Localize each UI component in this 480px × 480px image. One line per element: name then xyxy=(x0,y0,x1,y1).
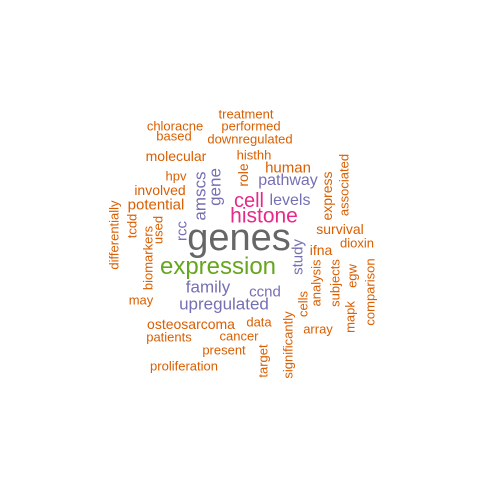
word-family: family xyxy=(185,277,231,297)
word-expression: expression xyxy=(159,253,277,280)
word-treatment: treatment xyxy=(218,106,274,122)
word-target: target xyxy=(255,344,271,378)
word-mapk: mapk xyxy=(342,301,358,333)
word-used: used xyxy=(150,215,166,245)
word-upregulated: upregulated xyxy=(179,294,269,314)
word-hpv: hpv xyxy=(165,168,187,184)
word-associated: associated xyxy=(336,153,352,217)
word-chloracne: chloracne xyxy=(146,118,204,134)
word-genes: genes xyxy=(187,217,291,259)
word-present: present xyxy=(202,342,246,358)
word-may: may xyxy=(128,292,154,308)
word-ccnd: ccnd xyxy=(249,283,281,301)
word-tcdd: tcdd xyxy=(124,213,140,239)
word-proliferation: proliferation xyxy=(150,358,218,374)
word-analysis: analysis xyxy=(308,259,324,307)
word-differentially: differentially xyxy=(106,200,122,270)
word-human: human xyxy=(265,159,311,177)
word-involved: involved xyxy=(134,182,186,198)
word-cells: cells xyxy=(295,290,311,318)
word-gene: gene xyxy=(205,168,225,206)
word-significantly: significantly xyxy=(280,311,296,379)
word-potential: potential xyxy=(127,196,185,214)
word-data: data xyxy=(246,314,272,330)
word-based: based xyxy=(156,128,192,144)
word-array: array xyxy=(303,321,333,337)
word-molecular: molecular xyxy=(145,148,207,164)
word-comparison: comparison xyxy=(362,258,378,326)
word-study: study xyxy=(289,239,307,275)
word-ifna: ifna xyxy=(309,242,333,258)
word-subjects: subjects xyxy=(327,259,343,307)
word-role: role xyxy=(235,163,251,187)
word-rcc: rcc xyxy=(173,221,191,241)
word-osteosarcoma: osteosarcoma xyxy=(147,316,235,332)
word-cancer: cancer xyxy=(219,328,259,344)
word-patients: patients xyxy=(146,329,192,345)
word-histhh: histhh xyxy=(236,147,272,163)
word-downregulated: downregulated xyxy=(207,131,293,147)
word-dioxin: dioxin xyxy=(340,235,374,251)
word-cell: cell xyxy=(233,190,265,212)
word-histone: histone xyxy=(230,204,298,228)
word-survival: survival xyxy=(316,221,364,237)
word-performed: performed xyxy=(221,118,281,134)
word-pathway: pathway xyxy=(258,172,318,189)
word-express: express xyxy=(319,171,335,221)
word-egw: egw xyxy=(344,264,360,288)
word-levels: levels xyxy=(269,192,311,209)
